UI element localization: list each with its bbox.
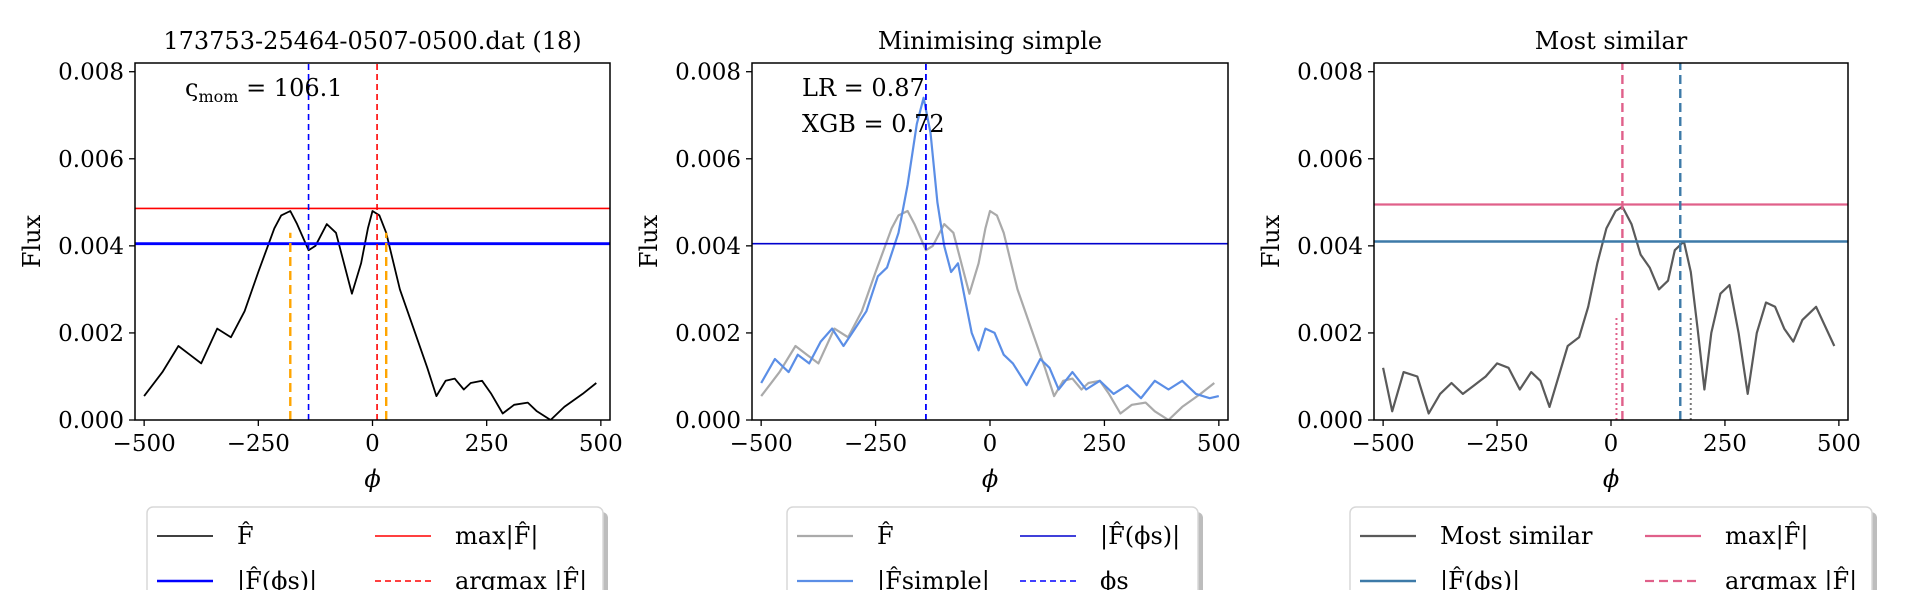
series-line-2 [760, 96, 1220, 400]
x-tick-label: 250 [465, 431, 509, 457]
annotation-text: LR = 0.87 [802, 74, 925, 102]
x-tick-label: 250 [1082, 431, 1126, 457]
x-tick-label: −500 [730, 431, 793, 457]
annotation-part: ς [185, 74, 198, 102]
y-axis-label: Flux [1257, 214, 1285, 268]
annotation-text: XGB = 0.72 [802, 110, 945, 138]
legend-label: ϕs [1100, 567, 1129, 590]
chart-title: Most similar [1535, 27, 1688, 55]
x-tick-label: 0 [983, 431, 998, 457]
x-axis-label: ϕ [1603, 465, 1619, 493]
x-tick-label: 500 [1817, 431, 1861, 457]
x-tick-label: 250 [1703, 431, 1747, 457]
legend-box [146, 506, 604, 590]
x-tick-label: 0 [1604, 431, 1619, 457]
legend-label: F̂ [237, 522, 254, 550]
x-tick-label: −250 [227, 431, 290, 457]
legend-box [786, 506, 1199, 590]
legend-label: F̂ [877, 522, 894, 550]
y-tick-label: 0.008 [675, 60, 741, 86]
legend-label: |F̂(ϕs)| [1440, 567, 1520, 590]
legend-label: Most similar [1440, 522, 1593, 550]
plot-frame [134, 62, 611, 421]
y-tick-label: 0.000 [675, 408, 741, 434]
x-tick-label: −500 [113, 431, 176, 457]
series-line-1 [760, 209, 1215, 420]
legend-label: max|F̂| [1725, 522, 1808, 551]
x-tick-label: −250 [844, 431, 907, 457]
y-tick-label: 0.008 [1297, 60, 1363, 86]
y-tick-label: 0.002 [58, 321, 124, 347]
chart-panel-3: Most similar −500 −250 0 250 500 0.000 0.002 0.0… [1257, 27, 1877, 590]
annotation-part: LR = 0.87 [802, 74, 925, 102]
annotation-part: = 106.1 [238, 74, 342, 102]
x-axis-label: ϕ [364, 465, 380, 493]
annotation-text: ςmom = 106.1 [185, 74, 343, 106]
y-tick-label: 0.000 [1297, 408, 1363, 434]
series-line-1 [1382, 205, 1836, 415]
chart-panel-1: 173753-25464-0507-0500.dat (18) −500 −250 0… [18, 27, 623, 590]
x-tick-label: 500 [579, 431, 623, 457]
legend-label: |F̂(ϕs)| [1100, 522, 1180, 551]
y-tick-label: 0.006 [1297, 147, 1363, 173]
y-tick-label: 0.000 [58, 408, 124, 434]
y-tick-label: 0.004 [58, 234, 124, 260]
series-line-1 [143, 210, 597, 420]
annotation-part: XGB = 0.72 [802, 110, 945, 138]
chart-panel-2: Minimising simple −500 −250 0 250 500 0.000 0.0… [635, 27, 1241, 590]
x-tick-label: −250 [1465, 431, 1528, 457]
chart-title: Minimising simple [878, 27, 1102, 55]
x-axis-label: ϕ [982, 465, 998, 493]
legend-label: |F̂simple| [877, 567, 990, 590]
legend-label: argmax |F̂| [455, 567, 587, 590]
x-tick-label: 0 [365, 431, 380, 457]
y-tick-label: 0.004 [675, 234, 741, 260]
y-tick-label: 0.004 [1297, 234, 1363, 260]
y-axis-label: Flux [635, 214, 663, 268]
y-tick-label: 0.006 [58, 147, 124, 173]
y-tick-label: 0.002 [1297, 321, 1363, 347]
legend-box [1349, 506, 1873, 590]
legend-label: argmax |F̂| [1725, 567, 1857, 590]
y-tick-label: 0.002 [675, 321, 741, 347]
x-tick-label: −500 [1352, 431, 1415, 457]
chart-title: 173753-25464-0507-0500.dat (18) [163, 27, 581, 55]
y-tick-label: 0.006 [675, 147, 741, 173]
legend-label: max|F̂| [455, 522, 538, 551]
y-axis-label: Flux [18, 214, 46, 268]
annotation-part: mom [198, 87, 238, 106]
x-tick-label: 500 [1197, 431, 1241, 457]
y-tick-label: 0.008 [58, 60, 124, 86]
legend-label: |F̂(ϕs)| [237, 567, 317, 590]
